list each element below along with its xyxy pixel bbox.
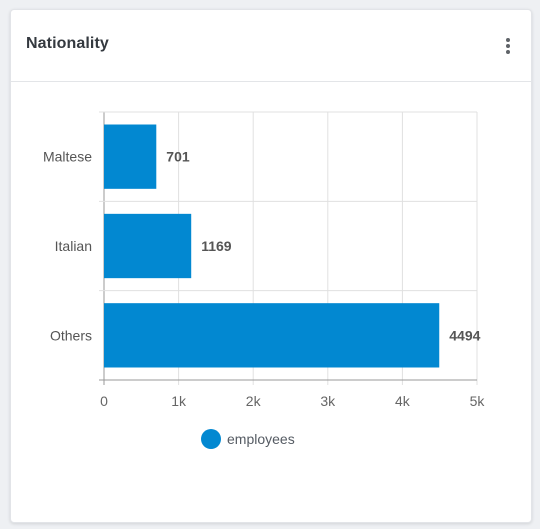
x-tick-label: 0 bbox=[100, 393, 108, 409]
category-label: Italian bbox=[55, 238, 92, 254]
data-label: 701 bbox=[166, 149, 190, 165]
nationality-card: Nationality 0 1k 2k 3k 4k 5k Maltese 701 Italian… bbox=[10, 9, 532, 523]
bar-maltese bbox=[104, 124, 157, 189]
category-label: Maltese bbox=[43, 149, 92, 165]
legend-label: employees bbox=[227, 431, 295, 447]
data-label: 1169 bbox=[201, 238, 232, 254]
data-label: 4494 bbox=[449, 327, 480, 343]
more-options-button[interactable] bbox=[498, 34, 518, 58]
card-header: Nationality bbox=[11, 10, 531, 82]
x-tick-label: 5k bbox=[470, 393, 486, 409]
x-tick-label: 4k bbox=[395, 393, 411, 409]
chart-legend[interactable]: employees bbox=[201, 427, 295, 451]
bar-italian bbox=[104, 213, 192, 279]
x-tick-label: 1k bbox=[171, 393, 187, 409]
x-tick-label: 2k bbox=[246, 393, 262, 409]
more-vertical-icon bbox=[506, 38, 510, 54]
category-label: Others bbox=[50, 327, 92, 343]
chart-area: 0 1k 2k 3k 4k 5k Maltese 701 Italian 1169 Others 44… bbox=[11, 82, 531, 522]
bar-others bbox=[104, 303, 440, 368]
bar-chart: 0 1k 2k 3k 4k 5k Maltese 701 Italian 1169 Others 44… bbox=[43, 111, 486, 409]
x-tick-label: 3k bbox=[320, 393, 336, 409]
legend-swatch bbox=[201, 429, 221, 449]
card-title: Nationality bbox=[26, 35, 109, 52]
